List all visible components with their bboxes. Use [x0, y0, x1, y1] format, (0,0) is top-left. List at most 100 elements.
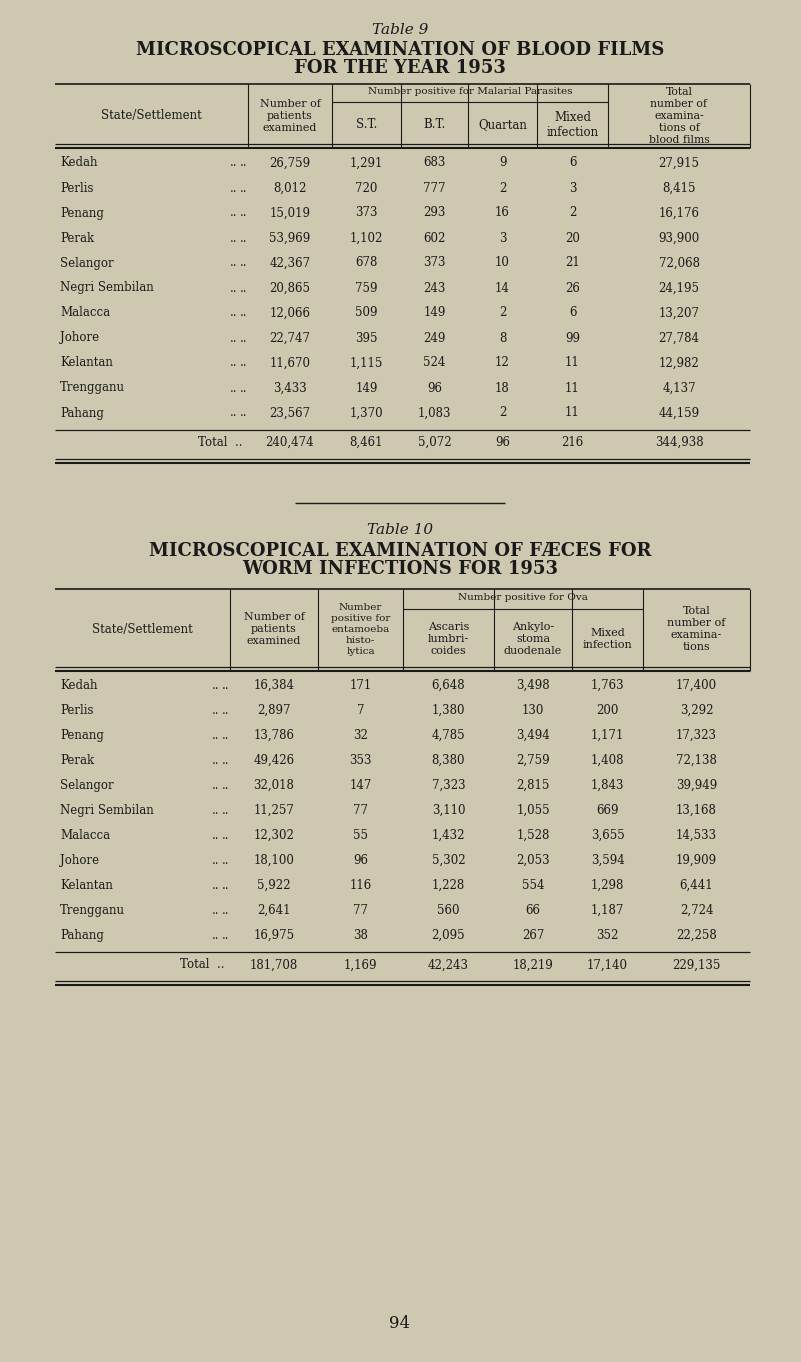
Text: 96: 96: [353, 854, 368, 868]
Text: 1,843: 1,843: [591, 779, 624, 791]
Text: 353: 353: [349, 755, 372, 767]
Text: ..: ..: [212, 755, 219, 767]
Text: 9: 9: [499, 157, 506, 169]
Text: 267: 267: [521, 929, 544, 943]
Text: 602: 602: [423, 232, 445, 245]
Text: Table 9: Table 9: [372, 23, 429, 37]
Text: Number
positive for
entamoeba
histo-
lytica: Number positive for entamoeba histo- lyt…: [331, 603, 390, 655]
Text: 683: 683: [423, 157, 445, 169]
Text: 8: 8: [499, 331, 506, 345]
Text: ..: ..: [212, 904, 219, 917]
Text: 6,441: 6,441: [680, 878, 714, 892]
Text: 66: 66: [525, 904, 541, 917]
Text: 6: 6: [569, 157, 576, 169]
Text: Ankylo-
stoma
duodenale: Ankylo- stoma duodenale: [504, 622, 562, 656]
Text: Malacca: Malacca: [60, 829, 110, 842]
Text: 32: 32: [353, 729, 368, 742]
Text: Kedah: Kedah: [60, 157, 98, 169]
Text: 55: 55: [353, 829, 368, 842]
Text: 2,724: 2,724: [680, 904, 713, 917]
Text: Kedah: Kedah: [60, 680, 98, 692]
Text: 171: 171: [349, 680, 372, 692]
Text: 1,408: 1,408: [591, 755, 624, 767]
Text: Number of
patients
examined: Number of patients examined: [244, 613, 304, 647]
Text: 11: 11: [566, 381, 580, 395]
Text: ..: ..: [230, 282, 238, 294]
Text: 27,915: 27,915: [658, 157, 699, 169]
Text: Pahang: Pahang: [60, 929, 104, 943]
Text: 15,019: 15,019: [269, 207, 311, 219]
Text: ..: ..: [212, 704, 219, 716]
Text: 524: 524: [423, 357, 445, 369]
Text: ..: ..: [222, 680, 230, 692]
Text: 229,135: 229,135: [672, 959, 721, 971]
Text: 42,367: 42,367: [269, 256, 311, 270]
Text: 12: 12: [495, 357, 510, 369]
Text: 2: 2: [499, 306, 506, 320]
Text: Total
number of
examina-
tions of
blood films: Total number of examina- tions of blood …: [649, 87, 710, 144]
Text: Mixed
infection: Mixed infection: [546, 110, 598, 139]
Text: 3,594: 3,594: [590, 854, 624, 868]
Text: 20: 20: [565, 232, 580, 245]
Text: B.T.: B.T.: [423, 118, 445, 132]
Text: Perlis: Perlis: [60, 181, 94, 195]
Text: 1,370: 1,370: [350, 406, 384, 419]
Text: 669: 669: [596, 804, 618, 817]
Text: ..: ..: [222, 854, 230, 868]
Text: ..: ..: [230, 406, 238, 419]
Text: 3,292: 3,292: [680, 704, 713, 716]
Text: 2: 2: [569, 207, 576, 219]
Text: ..: ..: [222, 729, 230, 742]
Text: ..: ..: [212, 854, 219, 868]
Text: 149: 149: [423, 306, 445, 320]
Text: Penang: Penang: [60, 207, 104, 219]
Text: 8,415: 8,415: [662, 181, 696, 195]
Text: 16,384: 16,384: [253, 680, 295, 692]
Text: Ascaris
lumbri-
coides: Ascaris lumbri- coides: [428, 622, 469, 656]
Text: 94: 94: [389, 1316, 411, 1332]
Text: Trengganu: Trengganu: [60, 904, 125, 917]
Text: ..: ..: [222, 779, 230, 791]
Text: Quartan: Quartan: [478, 118, 527, 132]
Text: 249: 249: [423, 331, 445, 345]
Text: 77: 77: [353, 904, 368, 917]
Text: 19,909: 19,909: [676, 854, 717, 868]
Text: MICROSCOPICAL EXAMINATION OF FÆCES FOR: MICROSCOPICAL EXAMINATION OF FÆCES FOR: [149, 542, 651, 560]
Text: 554: 554: [521, 878, 544, 892]
Text: ..: ..: [212, 829, 219, 842]
Text: 720: 720: [356, 181, 378, 195]
Text: 560: 560: [437, 904, 460, 917]
Text: 27,784: 27,784: [658, 331, 699, 345]
Text: Mixed
infection: Mixed infection: [582, 628, 632, 651]
Text: 96: 96: [427, 381, 442, 395]
Text: 18,100: 18,100: [254, 854, 295, 868]
Text: 14,533: 14,533: [676, 829, 717, 842]
Text: Selangor: Selangor: [60, 779, 114, 791]
Text: Malacca: Malacca: [60, 306, 110, 320]
Text: 1,380: 1,380: [432, 704, 465, 716]
Text: 13,168: 13,168: [676, 804, 717, 817]
Text: Kelantan: Kelantan: [60, 357, 113, 369]
Text: FOR THE YEAR 1953: FOR THE YEAR 1953: [294, 59, 506, 78]
Text: ..: ..: [230, 256, 238, 270]
Text: 1,528: 1,528: [517, 829, 549, 842]
Text: 26: 26: [565, 282, 580, 294]
Text: ..: ..: [222, 829, 230, 842]
Text: ..: ..: [240, 282, 248, 294]
Text: 777: 777: [423, 181, 445, 195]
Text: 2,759: 2,759: [516, 755, 549, 767]
Text: 147: 147: [349, 779, 372, 791]
Text: 96: 96: [495, 436, 510, 449]
Text: 759: 759: [356, 282, 378, 294]
Text: 72,068: 72,068: [658, 256, 699, 270]
Text: ..: ..: [222, 755, 230, 767]
Text: 293: 293: [423, 207, 445, 219]
Text: 352: 352: [596, 929, 618, 943]
Text: Total
number of
examina-
tions: Total number of examina- tions: [667, 606, 726, 652]
Text: Total  ..: Total ..: [180, 959, 225, 971]
Text: Number positive for Ova: Number positive for Ova: [458, 592, 588, 602]
Text: ..: ..: [222, 804, 230, 817]
Text: 1,171: 1,171: [591, 729, 624, 742]
Text: 2: 2: [499, 181, 506, 195]
Text: 11: 11: [566, 357, 580, 369]
